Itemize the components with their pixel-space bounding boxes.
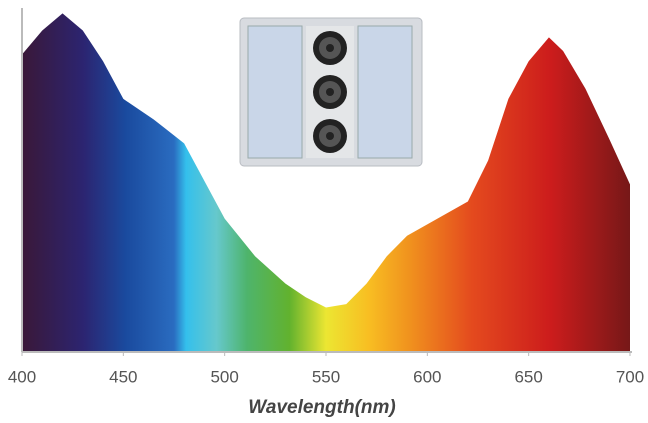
x-tick-label: 550 [312, 367, 340, 386]
x-tick-label: 450 [109, 367, 137, 386]
plot-area [22, 13, 630, 352]
x-tick-label: 650 [514, 367, 542, 386]
x-tick-label: 600 [413, 367, 441, 386]
x-axis-title: Wavelength(nm) [248, 397, 395, 418]
product-image [232, 12, 428, 192]
x-tick-label: 700 [616, 367, 644, 386]
x-tick-label: 400 [8, 367, 36, 386]
spectrum-area [22, 13, 630, 352]
x-tick-label: 500 [210, 367, 238, 386]
